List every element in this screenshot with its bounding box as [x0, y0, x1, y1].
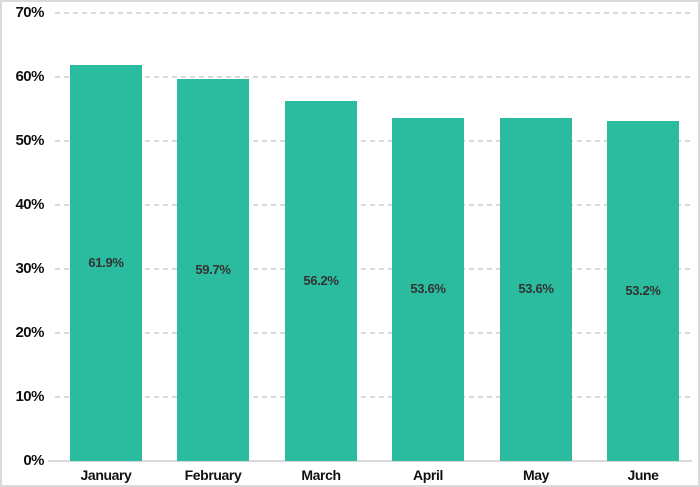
bar-february: [177, 78, 249, 461]
gridline: [55, 396, 692, 398]
x-tick-label: June: [627, 467, 659, 483]
gridline: [55, 268, 692, 270]
gridline: [55, 332, 692, 334]
x-tick-label: February: [184, 467, 242, 483]
y-tick-label: 70%: [15, 4, 44, 21]
bar-may: [500, 117, 572, 461]
bar-value-label: 59.7%: [195, 261, 231, 277]
bar-january: [70, 64, 142, 461]
gridline: [55, 204, 692, 206]
gridline: [55, 12, 692, 14]
bar-value-label: 53.6%: [410, 281, 446, 297]
bar-value-label: 53.2%: [625, 282, 661, 298]
x-tick-label: January: [80, 467, 132, 483]
bar-april: [392, 117, 464, 461]
bar-march: [285, 101, 357, 461]
y-tick-label: 60%: [15, 68, 44, 85]
x-tick-label: April: [413, 467, 443, 483]
y-tick-label: 30%: [15, 260, 44, 277]
y-tick-label: 20%: [15, 324, 44, 341]
gridline: [55, 76, 692, 78]
x-axis-line: [48, 460, 692, 462]
bar-value-label: 61.9%: [88, 254, 124, 270]
bar-value-label: 56.2%: [303, 273, 339, 289]
y-tick-label: 50%: [15, 132, 44, 149]
y-tick-label: 0%: [23, 452, 44, 469]
y-tick-label: 10%: [15, 388, 44, 405]
x-tick-label: May: [522, 467, 550, 483]
x-tick-label: March: [301, 467, 341, 483]
gridline: [55, 140, 692, 142]
bar-value-label: 53.6%: [518, 281, 554, 297]
bar-june: [607, 120, 679, 461]
y-tick-label: 40%: [15, 196, 44, 213]
